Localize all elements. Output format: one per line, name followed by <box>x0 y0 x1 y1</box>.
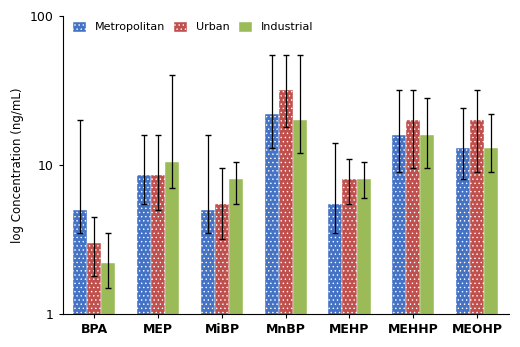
Bar <box>101 263 115 347</box>
Y-axis label: log Concentration (ng/mL): log Concentration (ng/mL) <box>11 87 24 243</box>
Bar <box>137 176 151 347</box>
Bar <box>293 120 307 347</box>
Bar <box>229 179 243 347</box>
Bar <box>215 204 229 347</box>
Bar <box>484 148 498 347</box>
Bar <box>201 210 215 347</box>
Bar <box>73 210 87 347</box>
Bar <box>165 162 179 347</box>
Bar <box>87 243 101 347</box>
Bar <box>151 176 165 347</box>
Bar <box>420 135 434 347</box>
Bar <box>265 114 279 347</box>
Bar <box>329 204 343 347</box>
Bar <box>279 90 293 347</box>
Bar <box>343 179 357 347</box>
Bar <box>392 135 406 347</box>
Legend: Metropolitan, Urban, Industrial: Metropolitan, Urban, Industrial <box>73 22 314 32</box>
Bar <box>406 120 420 347</box>
Bar <box>456 148 470 347</box>
Bar <box>357 179 371 347</box>
Bar <box>470 120 484 347</box>
